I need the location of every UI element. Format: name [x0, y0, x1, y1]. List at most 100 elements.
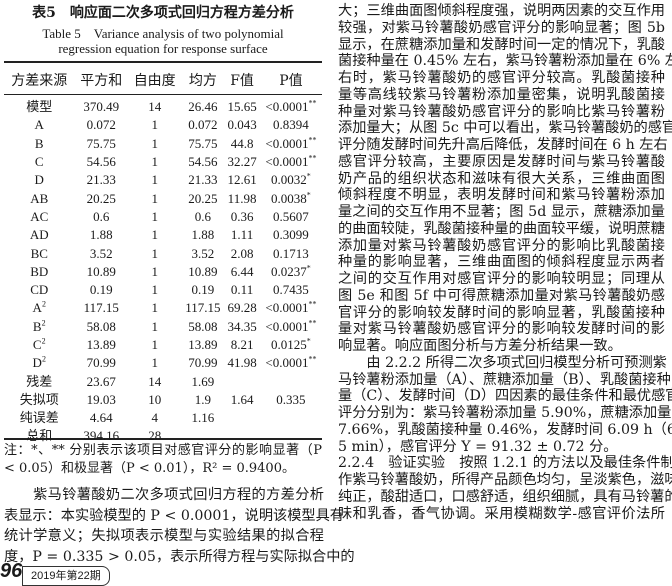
cell-f-text: 44.8: [230, 135, 254, 151]
cell-source: 模型: [4, 94, 74, 116]
table-row: 失拟项 19.03 10 1.9 1.64 0.335: [4, 391, 322, 409]
cell-p-text: 0.0032: [271, 172, 307, 188]
cell-source-text: D: [34, 172, 44, 188]
cell-f: 1.11: [224, 226, 260, 244]
cell-ms: 13.89: [181, 336, 224, 354]
table-row: B2 58.08 1 58.08 34.35 <0.0001**: [4, 318, 322, 336]
cell-p-text: 0.0038: [271, 190, 307, 206]
cell-ss: 370.49: [74, 94, 127, 116]
cell-ms-text: 1.9: [194, 391, 211, 407]
cell-ms: 10.89: [181, 263, 224, 281]
col-header-f: F值: [230, 73, 254, 89]
significance-mark: **: [308, 135, 317, 145]
cell-p: 0.8394: [260, 116, 322, 134]
cell-ss-text: 20.25: [86, 190, 116, 206]
cell-source-text: BD: [30, 263, 49, 279]
cell-ms: 1.69: [181, 372, 224, 390]
cell-f-text: 15.65: [227, 99, 257, 115]
text-line: 奶产品的组织状态和滋味有很大关系，三维曲面图: [338, 170, 665, 187]
superscript: 2: [41, 300, 46, 310]
cell-source-text: C: [32, 337, 42, 352]
cell-source-text: A: [34, 117, 44, 133]
text-line: 图 5e 和图 5f 中可得蔗糖添加量对紫马铃薯酸奶感: [338, 287, 665, 304]
cell-df: 1: [128, 116, 181, 134]
text-line: 量之间的交互作用不显著；图 5d 显示，蔗糖添加量: [338, 204, 665, 220]
cell-p: 0.7435: [260, 281, 322, 299]
cell-ss: 394.16: [74, 427, 127, 445]
cell-ms: 1.16: [181, 409, 224, 427]
text-line: 2.2.4 验证实验 按照 1.2.1 的方法以及最佳条件制: [338, 455, 672, 472]
significance-mark: **: [308, 153, 317, 163]
cell-df-text: 14: [148, 373, 162, 389]
table-row: A 0.072 1 0.072 0.043 0.8394: [4, 116, 322, 134]
significance-mark: **: [308, 354, 317, 364]
table-row: BD 10.89 1 10.89 6.44 0.0237*: [4, 263, 322, 281]
cell-f: 0.36: [224, 208, 260, 226]
cell-ms-text: 0.072: [188, 117, 218, 133]
cell-df: 1: [128, 318, 181, 336]
cell-p: 0.5607: [260, 208, 322, 226]
cell-f: 0.043: [224, 116, 260, 134]
cell-ms: 0.19: [181, 281, 224, 299]
table-header-row: 方差来源 平方和 自由度 均方 F值 P值: [4, 66, 322, 94]
cell-ss: 1.88: [74, 226, 127, 244]
cell-p-text: <0.0001: [265, 99, 309, 115]
col-header-source: 方差来源: [11, 73, 68, 89]
cell-f-text: 6.44: [230, 263, 254, 279]
text-line: 添加量大；从图 5c 中可以看出，紫马铃薯酸奶的感官: [338, 120, 672, 137]
cell-ss-text: 1.88: [89, 227, 113, 243]
text-line: 的曲面较陡，乳酸菌接种量的曲面较平缓，说明蔗糖: [338, 220, 665, 237]
text-line: 量（C）、发酵时间（D）四因素的最佳条件和最优感官: [338, 388, 672, 405]
cell-ms-text: 117.15: [185, 300, 221, 316]
cell-ms-text: 58.08: [188, 318, 218, 334]
cell-ss-text: 54.56: [86, 154, 116, 170]
page-number: 96: [0, 560, 23, 582]
cell-df: 1: [128, 208, 181, 226]
cell-ss: 13.89: [74, 336, 127, 354]
text-line: 倾斜程度不明显，表明发酵时间和紫马铃薯粉添加: [338, 187, 665, 204]
cell-source: 总和: [4, 427, 74, 445]
cell-df-text: 1: [151, 263, 158, 279]
cell-ms-text: 3.52: [191, 245, 215, 261]
cell-ss: 0.6: [74, 208, 127, 226]
cell-p-text: 0.0237: [271, 263, 307, 279]
col-header-ms: 均方: [188, 73, 217, 89]
text-line: 种量的影响显著，三维曲面图的倾斜程度显示两者: [338, 254, 665, 271]
text-line: 马铃薯粉添加量（A）、蔗糖添加量（B）、乳酸菌接种: [338, 371, 671, 388]
cell-f-text: 69.28: [227, 300, 257, 316]
text-line: 味和乳香，香气协调。采用模糊数学-感官评价法所: [338, 505, 665, 522]
table-row: D2 70.99 1 70.99 41.98 <0.0001**: [4, 354, 322, 372]
cell-p: 0.1713: [260, 244, 322, 262]
cell-ms: 54.56: [181, 153, 224, 171]
cell-df-text: 1: [151, 337, 158, 352]
text-line: 之间的交互作用对感官评分的影响较明显；同理从: [338, 271, 665, 287]
cell-ss-text: 19.03: [86, 391, 116, 407]
significance-mark: **: [308, 318, 317, 328]
cell-ss: 23.67: [74, 372, 127, 390]
cell-ss-text: 58.08: [86, 318, 116, 334]
text-line: 5 min），感官评分 Y = 91.32 ± 0.72 分。: [338, 438, 618, 455]
table-row: 残差 23.67 14 1.69: [4, 372, 322, 390]
table-row: C 54.56 1 54.56 32.27 <0.0001**: [4, 153, 322, 171]
cell-df-text: 10: [148, 391, 162, 407]
cell-f-text: 12.61: [227, 172, 257, 188]
cell-p-text: 0.3099: [273, 227, 309, 243]
table-row: D 21.33 1 21.33 12.61 0.0032*: [4, 171, 322, 189]
cell-source-text: B: [32, 318, 42, 334]
superscript: 2: [41, 318, 46, 328]
table-row: 模型 370.49 14 26.46 15.65 <0.0001**: [4, 94, 322, 116]
text-line: 统计学意义；失拟项表示模型与实验结果的拟合程: [4, 528, 324, 544]
cell-source: 残差: [4, 372, 74, 390]
cell-df-text: 1: [151, 355, 158, 371]
cell-source-text: A: [32, 300, 42, 316]
cell-ss-text: 0.072: [86, 117, 116, 133]
cell-source: BC: [4, 244, 74, 262]
significance-mark: *: [306, 190, 311, 200]
cell-p: <0.0001**: [260, 94, 322, 116]
table-caption-en-1: Table 5 Variance analysis of two polynom…: [42, 26, 284, 41]
significance-mark: *: [306, 172, 311, 181]
cell-ss-text: 0.19: [89, 282, 113, 298]
cell-ss: 0.19: [74, 281, 127, 299]
table-caption-cn: 表5 响应面二次多项式回归方程方差分析: [32, 5, 294, 21]
cell-source-text: B: [34, 135, 44, 151]
